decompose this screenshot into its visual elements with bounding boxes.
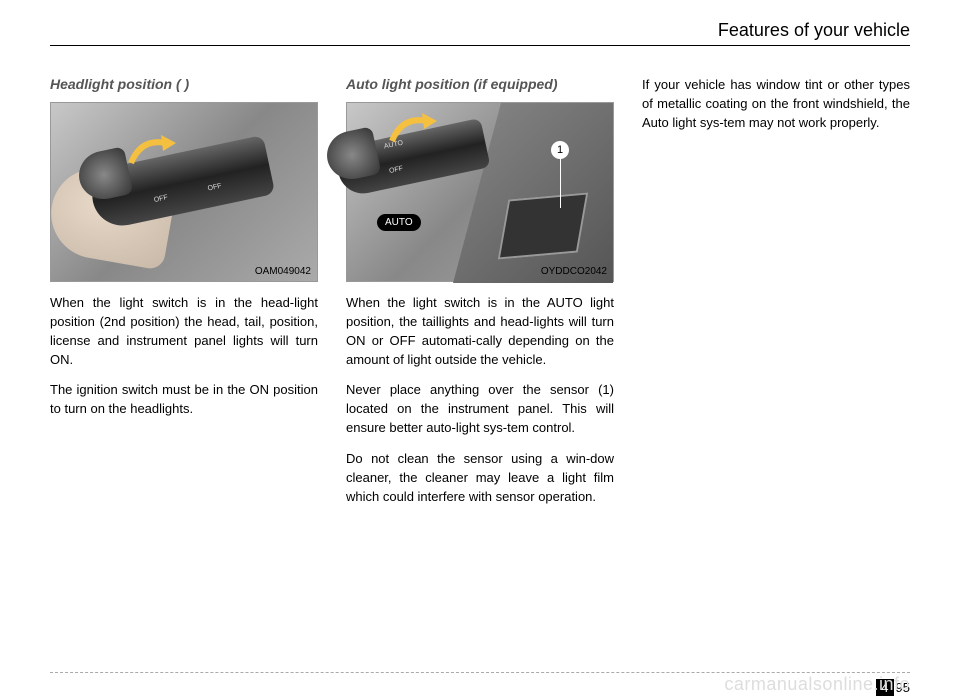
col1-para2: The ignition switch must be in the ON po… xyxy=(50,381,318,419)
auto-badge: AUTO xyxy=(377,214,421,231)
column-1: Headlight position ( ) OFF OFF OAM049042… xyxy=(50,76,318,518)
callout-line xyxy=(560,158,561,208)
col1-para1: When the light switch is in the head-lig… xyxy=(50,294,318,369)
col3-para1: If your vehicle has window tint or other… xyxy=(642,76,910,133)
figure-2-caption: OYDDCO2042 xyxy=(541,266,607,277)
page-header: Features of your vehicle xyxy=(50,20,910,46)
stalk-off-label: OFF xyxy=(153,194,168,204)
headlight-section-title: Headlight position ( ) xyxy=(50,76,318,92)
stalk-tip-2 xyxy=(323,126,382,183)
autolight-section-title: Auto light position (if equipped) xyxy=(346,76,614,92)
column-3: If your vehicle has window tint or other… xyxy=(642,76,910,518)
callout-number-1: 1 xyxy=(551,141,569,159)
headlight-figure: OFF OFF OAM049042 xyxy=(50,102,318,282)
col2-para1: When the light switch is in the AUTO lig… xyxy=(346,294,614,369)
manual-page: Features of your vehicle Headlight posit… xyxy=(0,0,960,689)
autolight-figure: AUTO OFF AUTO 1 OYDDCO2042 xyxy=(346,102,614,282)
watermark: carmanualsonline.info xyxy=(724,674,910,695)
stalk-off-label-2: OFF xyxy=(207,183,222,193)
rotation-arrow-icon-2 xyxy=(382,111,442,151)
figure-1-caption: OAM049042 xyxy=(255,266,311,277)
rotation-arrow-icon xyxy=(121,133,181,173)
header-title: Features of your vehicle xyxy=(718,20,910,40)
stalk-off-label-3: OFF xyxy=(389,165,404,175)
col2-para3: Do not clean the sensor using a win-dow … xyxy=(346,450,614,507)
content-columns: Headlight position ( ) OFF OFF OAM049042… xyxy=(50,76,910,518)
col2-para2: Never place anything over the sensor (1)… xyxy=(346,381,614,438)
dashboard-vent xyxy=(498,193,589,260)
column-2: Auto light position (if equipped) AUTO O… xyxy=(346,76,614,518)
